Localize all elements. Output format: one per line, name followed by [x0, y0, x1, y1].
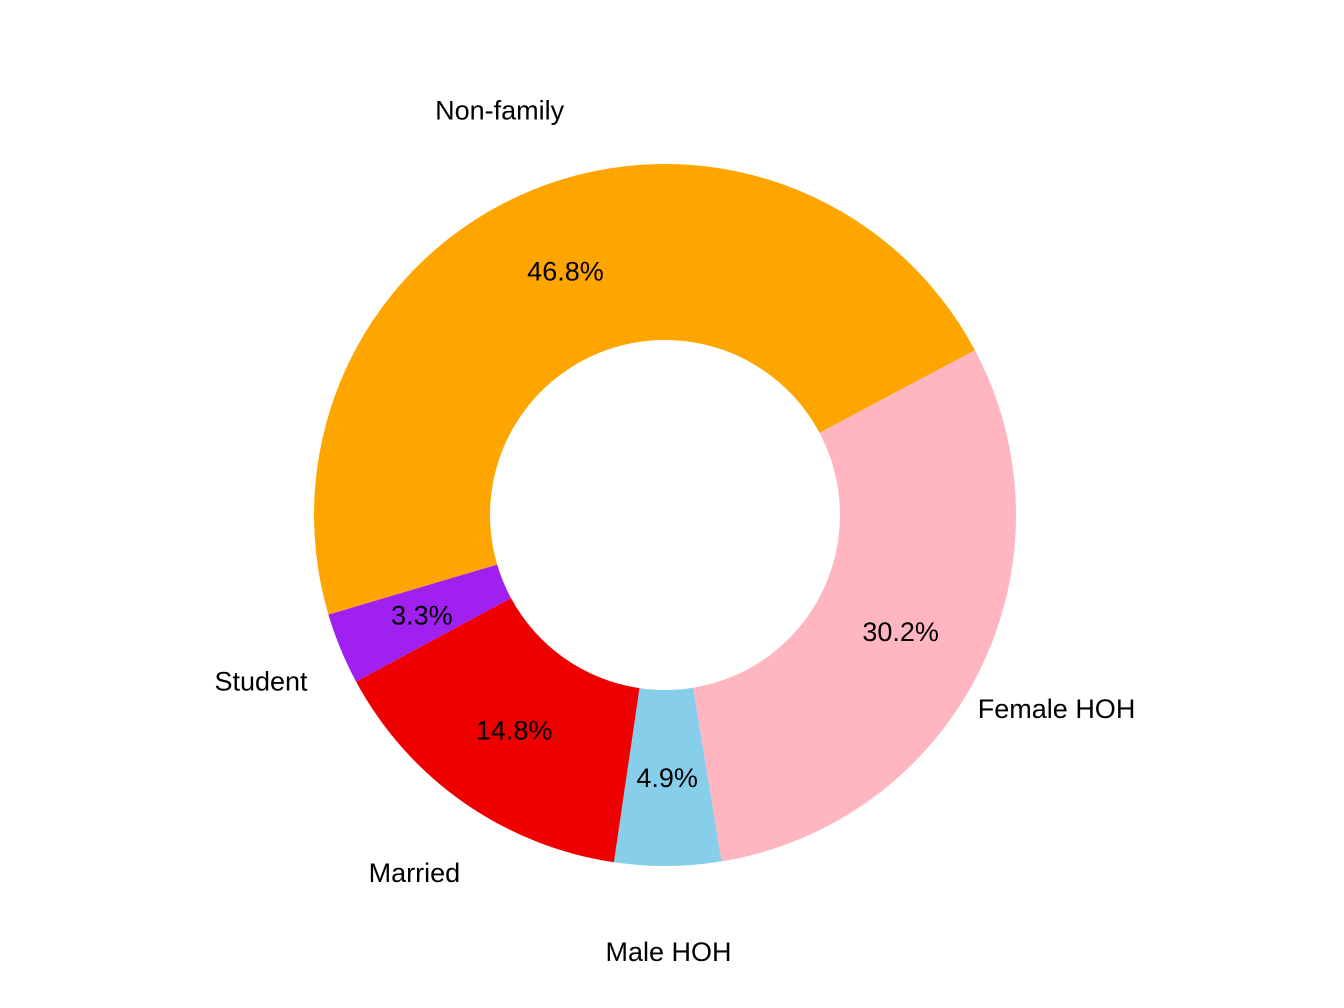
- category-label-married: Married: [369, 858, 461, 888]
- category-label-male-hoh: Male HOH: [605, 937, 731, 967]
- slice-married: [356, 598, 640, 863]
- pct-label-non-family: 46.8%: [527, 257, 604, 287]
- category-label-student: Student: [214, 667, 308, 697]
- slices-layer: [313, 163, 1016, 866]
- slice-non-family: [313, 163, 975, 615]
- labels-layer: 46.8% Non-family 3.3% Student 14.8% Married 4.…: [214, 96, 1135, 967]
- pct-label-student: 3.3%: [391, 600, 453, 630]
- pct-label-female-hoh: 30.2%: [862, 617, 939, 647]
- pct-label-male-hoh: 4.9%: [636, 763, 698, 793]
- category-label-female-hoh: Female HOH: [978, 694, 1136, 724]
- category-label-non-family: Non-family: [435, 96, 565, 126]
- slice-male-hoh: [613, 687, 722, 866]
- slice-female-hoh: [693, 350, 1016, 862]
- pct-label-married: 14.8%: [476, 715, 553, 745]
- slice-student: [328, 564, 512, 682]
